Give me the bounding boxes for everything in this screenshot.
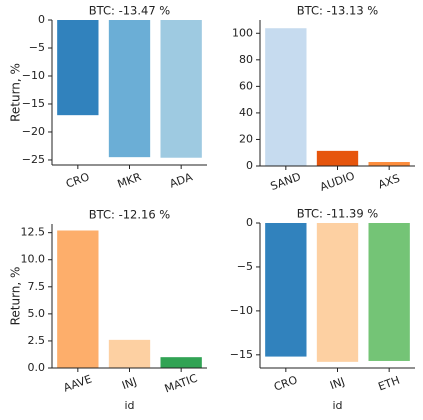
x-tick-label: AUDIO	[318, 169, 357, 194]
y-tick-label: 60	[239, 79, 253, 92]
x-tick-label: AAVE	[62, 372, 94, 394]
bar	[57, 230, 99, 368]
y-tick-label: −5	[237, 260, 253, 273]
y-tick-label: 20	[239, 132, 253, 145]
bar	[265, 28, 307, 166]
y-tick-label: 80	[239, 53, 253, 66]
x-tick-label: AXS	[376, 172, 401, 192]
y-tick-label: 7.5	[28, 280, 46, 293]
bar	[108, 339, 151, 368]
y-tick-label: −5	[29, 41, 45, 54]
x-tick-label: CRO	[64, 170, 91, 191]
y-tick-label: 40	[239, 106, 253, 119]
bar	[265, 223, 307, 357]
subplot-title: BTC: -13.13 %	[297, 4, 379, 18]
x-tick-label: ETH	[376, 374, 401, 394]
x-axis-label: id	[124, 399, 134, 412]
bar	[368, 162, 410, 166]
x-tick-label: SAND	[269, 170, 303, 193]
x-tick-label: MATIC	[163, 372, 200, 396]
subplot-title: BTC: -11.39 %	[297, 207, 379, 221]
x-tick-label: ADA	[168, 170, 195, 190]
bar	[316, 223, 359, 362]
x-axis-label: id	[332, 399, 342, 412]
y-tick-label: 0	[246, 159, 253, 172]
y-tick-label: −15	[230, 348, 253, 361]
bar	[316, 150, 359, 166]
x-tick-label: INJ	[120, 375, 138, 392]
x-tick-label: CRO	[272, 373, 299, 394]
y-tick-label: −25	[22, 153, 45, 166]
y-axis-label: Return, %	[9, 267, 23, 326]
y-tick-label: 0	[246, 216, 253, 229]
y-tick-label: 12.5	[21, 226, 46, 239]
y-tick-label: 0	[38, 13, 45, 26]
y-tick-label: −20	[22, 125, 45, 138]
y-tick-label: −15	[22, 97, 45, 110]
bar	[160, 357, 202, 368]
subplot-title: BTC: -12.16 %	[89, 208, 171, 222]
x-tick-label: INJ	[328, 375, 346, 392]
y-tick-label: 0.0	[28, 361, 46, 374]
bar	[160, 20, 202, 158]
y-tick-label: −10	[230, 304, 253, 317]
bar	[368, 223, 410, 361]
y-tick-label: 100	[232, 26, 253, 39]
x-tick-label: MKR	[116, 170, 144, 191]
bar	[108, 20, 151, 158]
y-tick-label: 2.5	[28, 334, 46, 347]
y-axis-label: Return, %	[9, 63, 23, 122]
bar	[57, 20, 99, 116]
y-tick-label: 5.0	[28, 307, 46, 320]
y-tick-label: −10	[22, 69, 45, 82]
y-tick-label: 10.0	[21, 253, 46, 266]
subplot-title: BTC: -13.47 %	[89, 4, 171, 18]
